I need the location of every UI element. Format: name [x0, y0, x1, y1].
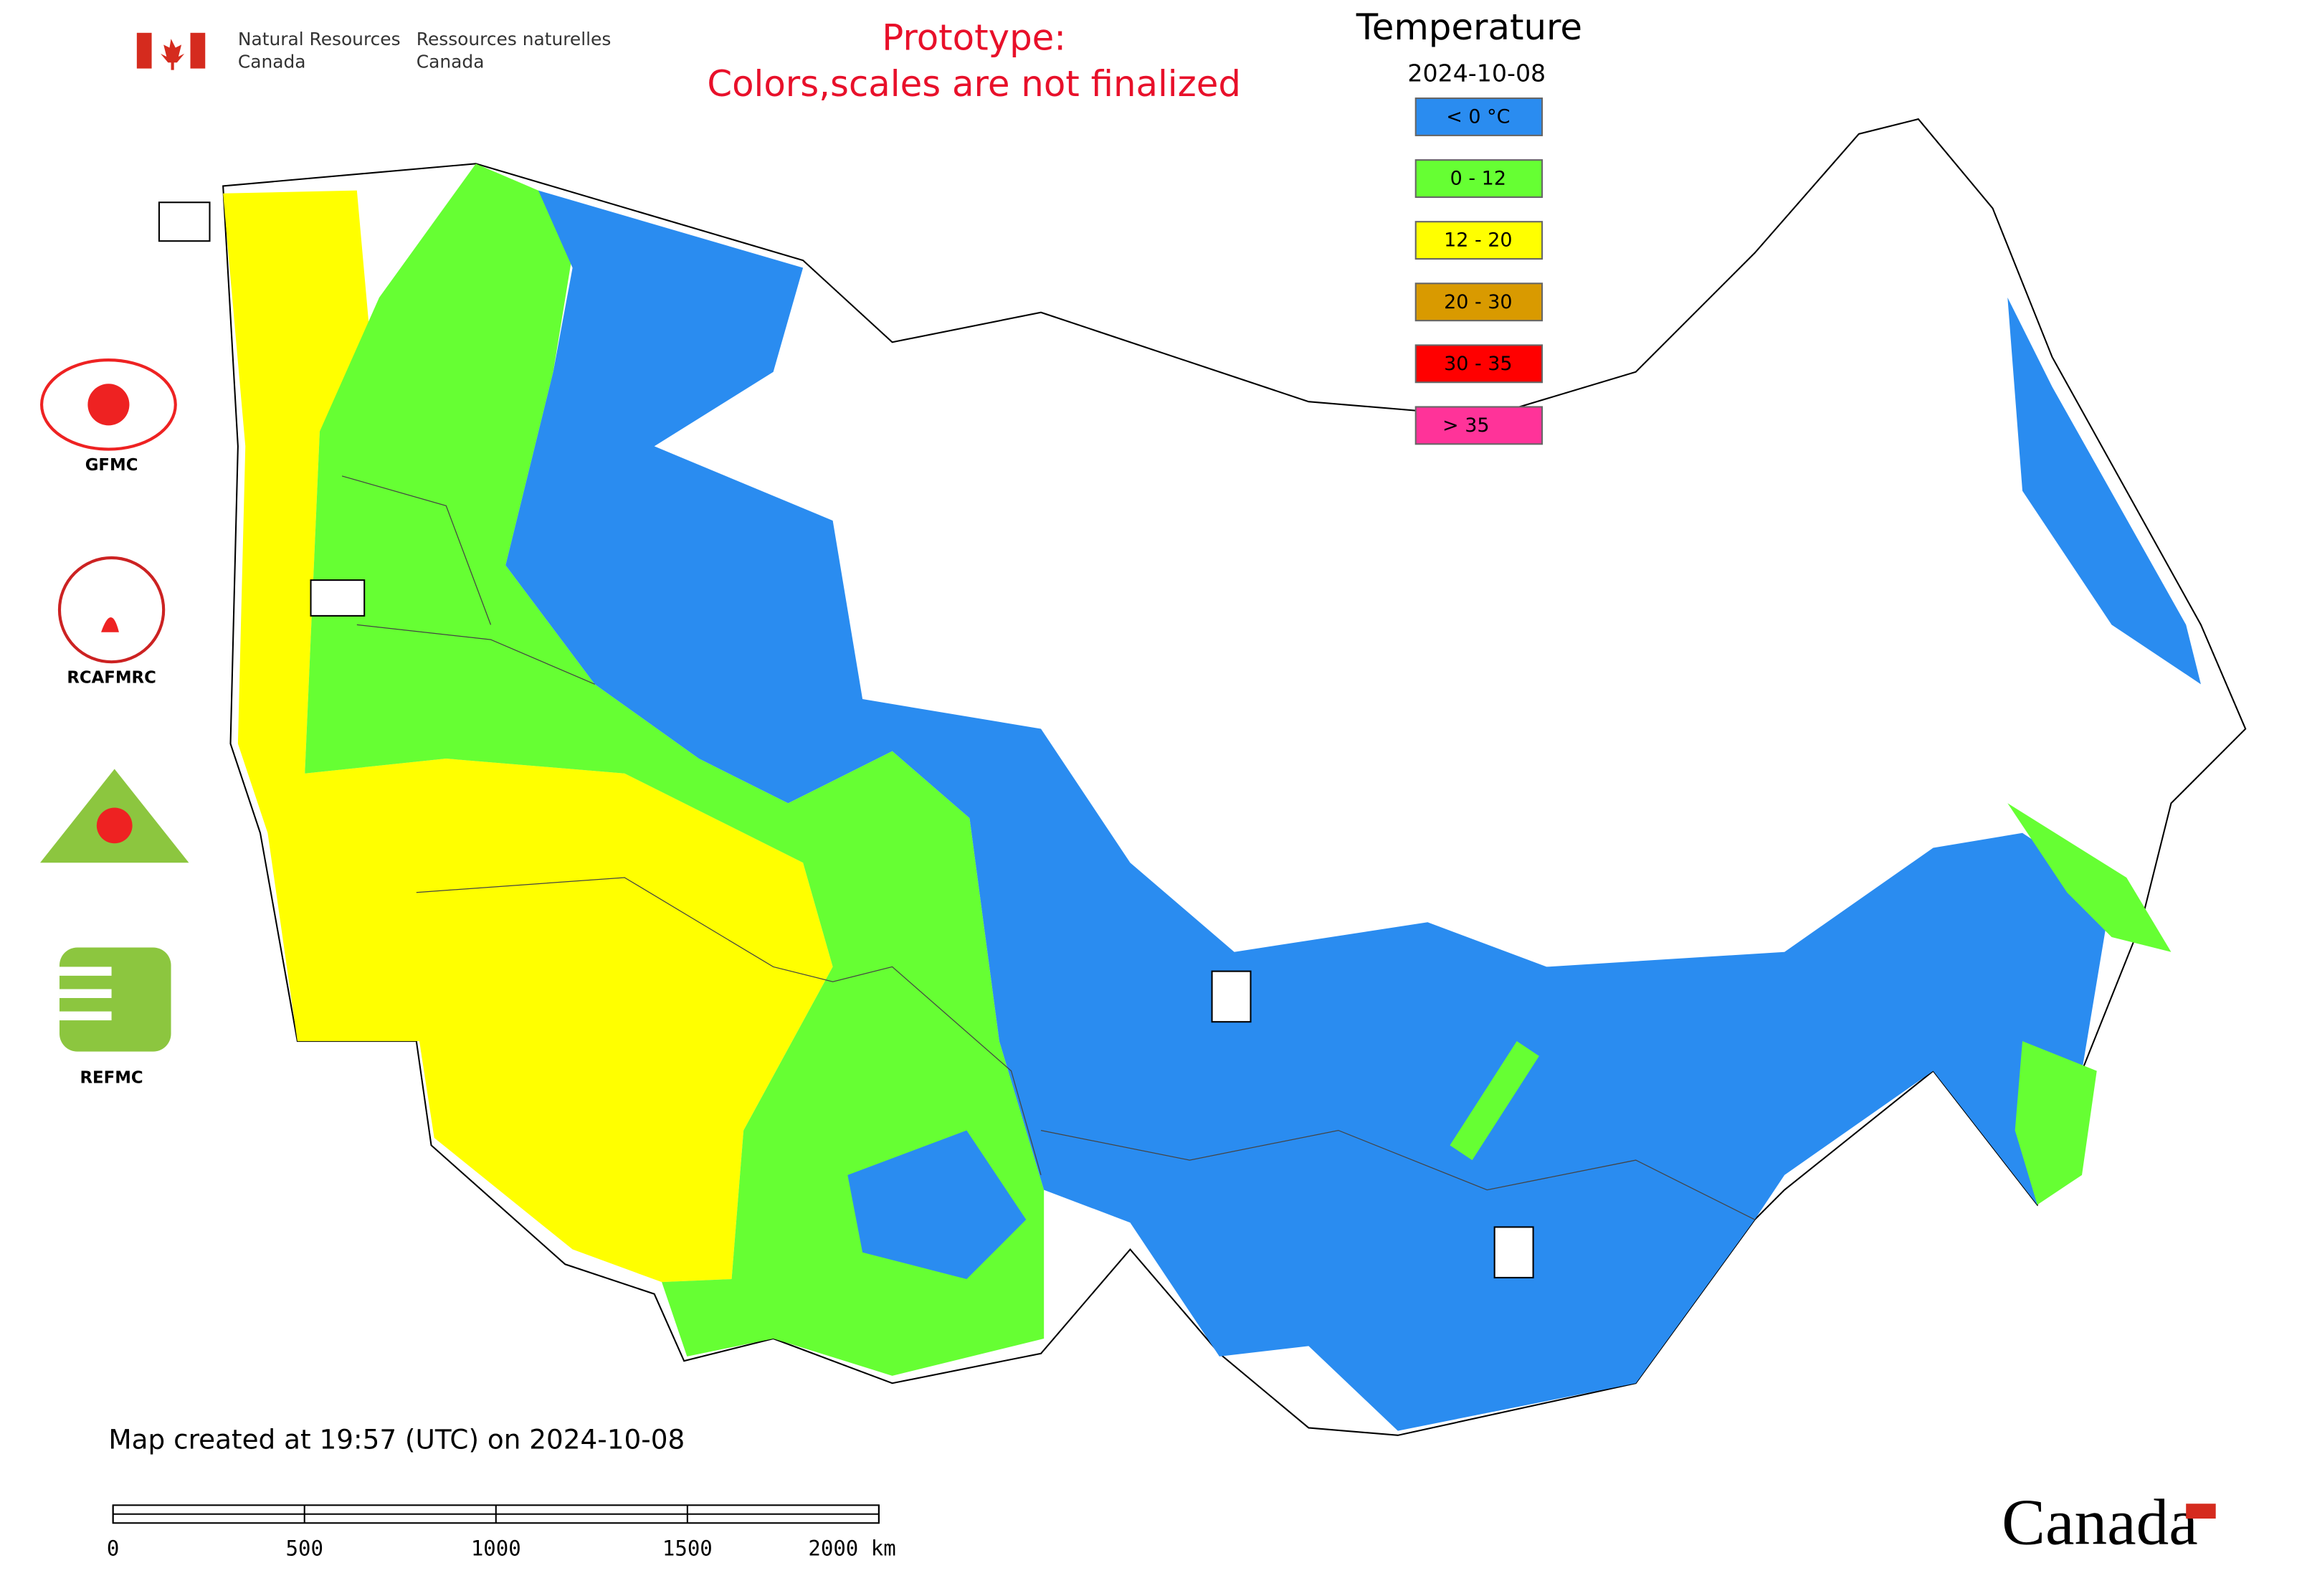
legend-swatch: [1414, 98, 1544, 136]
legend-title: Temperature: [1356, 6, 1582, 48]
temperature-zone: [2007, 803, 2172, 952]
legend: < 0 °C 0 - 12 12 - 20 20 - 30 30 - 35 > 35: [1414, 98, 1544, 445]
legend-swatch: [1414, 159, 1544, 199]
legend-label: 12 - 20: [1444, 229, 1512, 252]
scale-label: 1000: [471, 1536, 521, 1561]
logo-gfmc: [87, 384, 130, 426]
temperature-zone: [223, 190, 833, 1283]
legend-label: 20 - 30: [1444, 291, 1512, 313]
scale-label: 1500: [662, 1536, 713, 1561]
legend-label: > 35: [1442, 414, 1489, 437]
legend-swatch: [1414, 282, 1544, 322]
legend-swatch: [1414, 344, 1544, 384]
org-name: Natural Resources: [238, 29, 401, 49]
logo-refmc: [59, 966, 112, 976]
canada-wordmark: Canada: [2002, 1486, 2198, 1558]
map: [158, 118, 2247, 1436]
created-note: Map created at 19:57 (UTC) on 2024-10-08: [108, 1424, 685, 1455]
org-name: Canada: [417, 51, 485, 72]
legend-label: 30 - 35: [1444, 353, 1512, 375]
scale-label: 2000 km: [808, 1536, 895, 1561]
center-marker: [1211, 970, 1252, 1023]
temperature-zone: [2007, 298, 2201, 685]
org-name: Canada: [238, 51, 306, 72]
legend-date: 2024-10-08: [1407, 59, 1546, 87]
scale-label: 500: [285, 1536, 323, 1561]
maple-leaf: [161, 39, 185, 70]
legend-label: < 0 °C: [1446, 106, 1510, 128]
logo-label: REFMC: [80, 1069, 143, 1088]
govt-signature: Natural Resources Canada Ressources natu…: [136, 29, 612, 72]
border-line: [341, 475, 1755, 1220]
temperature-zone: [2015, 1041, 2097, 1205]
wordmark-flag: [2186, 1504, 2216, 1519]
center-marker: [158, 201, 211, 242]
org-name: Ressources naturelles: [417, 29, 612, 49]
logo-label: REEFMC: [75, 849, 149, 868]
notice: Prototype:: [882, 17, 1066, 59]
scale-bar: 0 500 1000 1500 2000 km: [107, 1504, 896, 1561]
temperature-zone: [1450, 1041, 1539, 1161]
logo-rcafmrc: [57, 556, 166, 664]
center-marker: [1493, 1226, 1534, 1278]
flag-band: [136, 32, 152, 69]
logo-label: RCAFMRC: [67, 669, 156, 688]
logo-column: GFMC RCAFMRC REEFMC REFMC: [40, 358, 189, 1088]
center-marker: [310, 579, 366, 617]
flag-band: [190, 32, 206, 69]
legend-label: 0 - 12: [1450, 168, 1506, 190]
logo-refmc: [59, 989, 112, 998]
logo-refmc: [59, 947, 171, 1052]
logo-refmc: [59, 1011, 112, 1021]
logo-rcafmrc: [101, 617, 119, 632]
scale-label: 0: [107, 1536, 119, 1561]
logo-label: GFMC: [85, 456, 138, 475]
temperature-zone: [505, 190, 2112, 1431]
temperature-zone: [305, 163, 1045, 1376]
temperature-zone: [847, 1130, 1027, 1280]
legend-swatch: [1414, 221, 1544, 260]
notice: Colors,scales are not finalized: [707, 63, 1241, 105]
logo-reefmc: [96, 807, 133, 844]
legend-swatch: [1414, 406, 1544, 445]
